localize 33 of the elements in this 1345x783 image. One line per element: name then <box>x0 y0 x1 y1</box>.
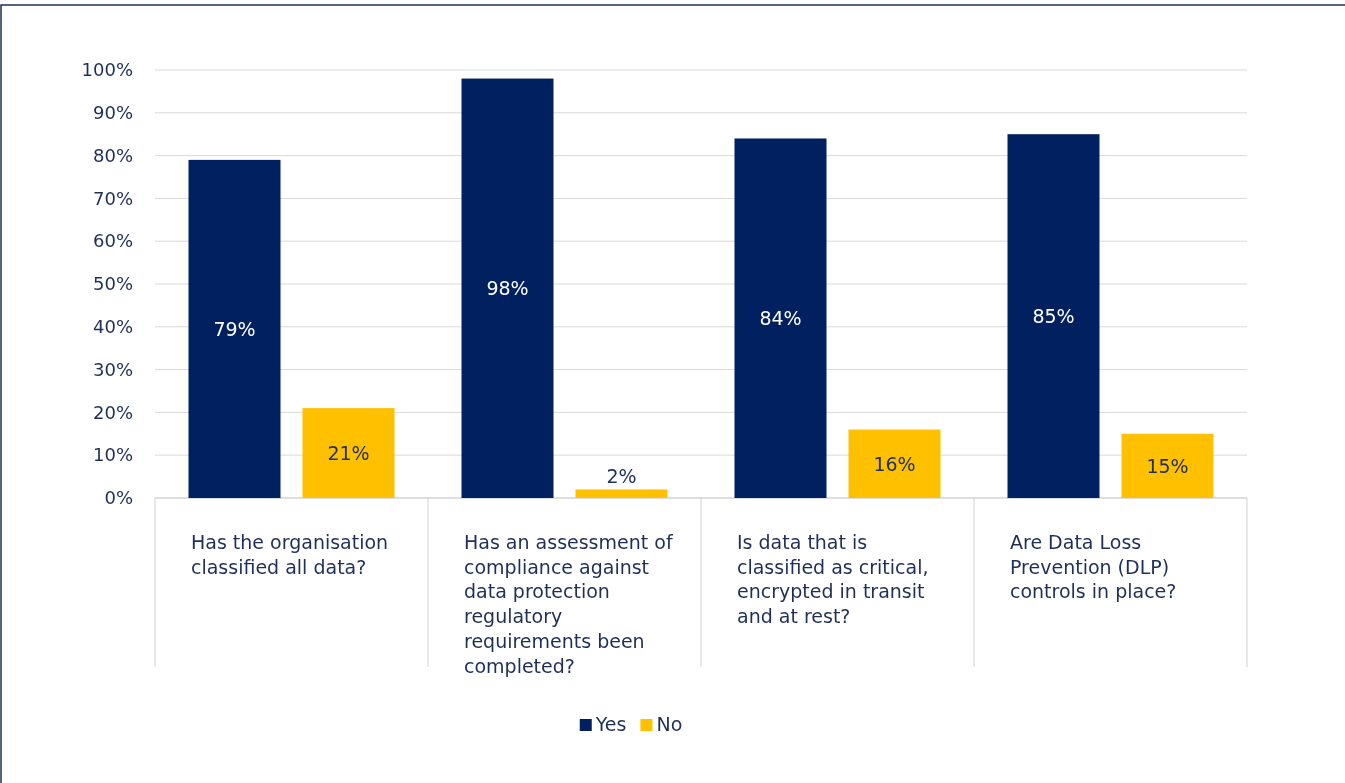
data-label: 98% <box>486 277 529 300</box>
y-tick-label: 50% <box>92 273 133 295</box>
data-label: 21% <box>327 442 370 465</box>
bar <box>575 489 668 498</box>
bar <box>848 429 941 498</box>
y-tick-label: 60% <box>92 230 133 252</box>
y-tick-label: 20% <box>92 401 133 423</box>
y-tick-label: 70% <box>92 187 133 209</box>
legend-label: No <box>656 713 683 735</box>
data-label: 15% <box>1146 454 1189 477</box>
bar <box>1007 134 1100 498</box>
data-label: 84% <box>759 307 802 330</box>
bar <box>1121 433 1214 498</box>
bar <box>461 78 554 498</box>
data-label: 16% <box>873 452 916 475</box>
y-tick-label: 10% <box>92 444 133 466</box>
data-label: 2% <box>606 465 637 488</box>
y-tick-label: 30% <box>92 358 133 380</box>
x-tick-label: Has the organisation classified all data? <box>191 531 389 578</box>
y-tick-label: 80% <box>92 144 133 166</box>
legend-label: Yes <box>594 713 627 735</box>
y-tick-label: 100% <box>81 59 133 81</box>
bar <box>302 408 395 498</box>
bar <box>734 138 827 498</box>
y-tick-label: 0% <box>104 487 133 509</box>
data-label: 85% <box>1032 305 1075 328</box>
y-tick-label: 40% <box>92 316 133 338</box>
data-label: 79% <box>213 317 256 340</box>
x-tick-label: Has an assessment of compliance against data protection regulatory requirements been completed? <box>464 531 674 677</box>
y-tick-label: 90% <box>92 102 133 124</box>
bar <box>188 159 281 498</box>
x-tick-label: Is data that is classified as critical, encrypted in transit and at rest? <box>737 531 929 628</box>
x-tick-label: Are Data Loss Prevention (DLP) controls in place? <box>1010 531 1177 603</box>
